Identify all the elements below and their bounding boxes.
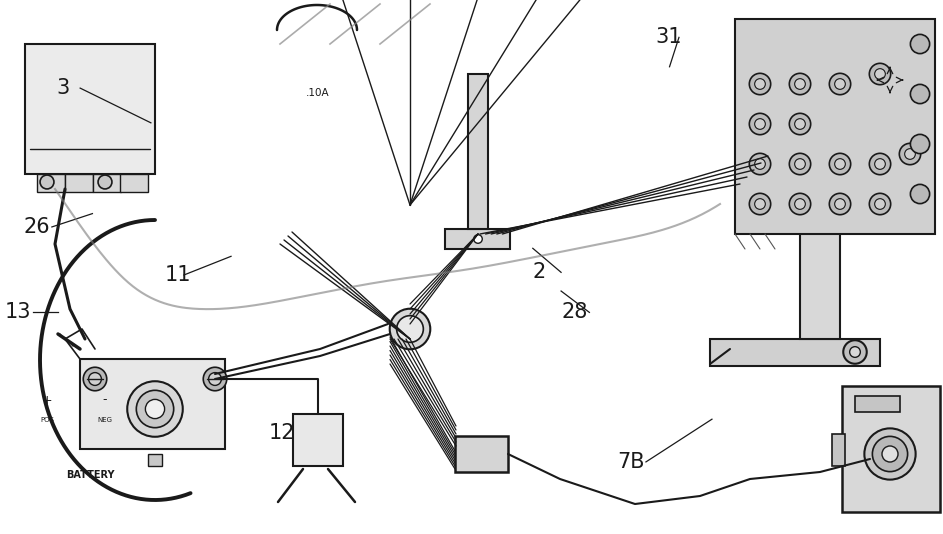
Circle shape [795,119,805,129]
Polygon shape [735,19,935,234]
Circle shape [795,199,805,209]
Circle shape [910,135,930,154]
Circle shape [882,446,898,462]
Polygon shape [445,229,510,249]
Text: POS: POS [40,417,54,423]
Text: 26: 26 [24,217,50,237]
Circle shape [829,153,851,175]
Circle shape [789,153,811,175]
Circle shape [910,84,930,104]
Polygon shape [455,436,508,472]
Polygon shape [832,434,845,466]
Circle shape [843,340,867,364]
Circle shape [910,34,930,53]
Circle shape [875,69,885,80]
Circle shape [835,199,845,209]
Circle shape [795,159,805,169]
Circle shape [89,373,102,386]
Circle shape [754,159,766,169]
Circle shape [145,399,165,419]
Circle shape [904,148,916,159]
Circle shape [750,113,770,135]
Text: 3: 3 [57,78,70,98]
Circle shape [795,78,805,89]
Circle shape [750,193,770,215]
Polygon shape [842,386,940,512]
Polygon shape [65,174,93,192]
Polygon shape [25,44,155,174]
Text: .10A: .10A [306,88,330,98]
Circle shape [829,73,851,95]
Polygon shape [93,174,121,192]
Circle shape [40,175,54,189]
Circle shape [750,153,770,175]
Text: +: + [41,394,52,406]
Circle shape [789,113,811,135]
Circle shape [750,73,770,95]
Circle shape [872,436,907,472]
Text: -: - [103,394,108,406]
Text: NEG: NEG [97,417,112,423]
Circle shape [754,78,766,89]
Text: 31: 31 [655,27,682,48]
Circle shape [397,316,423,342]
Circle shape [473,235,482,244]
Circle shape [850,347,860,357]
Polygon shape [293,414,343,466]
Circle shape [754,199,766,209]
Circle shape [869,64,891,85]
Circle shape [204,367,226,391]
Circle shape [789,193,811,215]
Circle shape [875,199,885,209]
Circle shape [127,381,183,437]
Circle shape [835,159,845,169]
Circle shape [865,428,916,480]
Circle shape [869,153,891,175]
Circle shape [900,143,920,164]
Circle shape [875,159,885,169]
Text: 12: 12 [269,422,295,443]
Polygon shape [120,174,148,192]
Polygon shape [468,74,488,229]
Text: BATTERY: BATTERY [66,470,114,480]
Text: 2: 2 [533,262,546,282]
Circle shape [835,78,845,89]
Text: 28: 28 [561,302,587,323]
Polygon shape [800,224,840,339]
Text: 7B: 7B [618,452,645,472]
Circle shape [869,193,891,215]
Circle shape [789,73,811,95]
Polygon shape [148,454,162,466]
Circle shape [389,309,430,349]
Circle shape [208,373,222,386]
Polygon shape [37,174,65,192]
Polygon shape [855,396,900,412]
Circle shape [754,119,766,129]
Circle shape [829,193,851,215]
Text: 13: 13 [5,302,31,323]
Text: 11: 11 [165,265,191,285]
Circle shape [137,390,174,428]
Polygon shape [710,339,880,366]
Circle shape [98,175,112,189]
Circle shape [83,367,107,391]
Circle shape [910,184,930,203]
Polygon shape [80,359,225,449]
